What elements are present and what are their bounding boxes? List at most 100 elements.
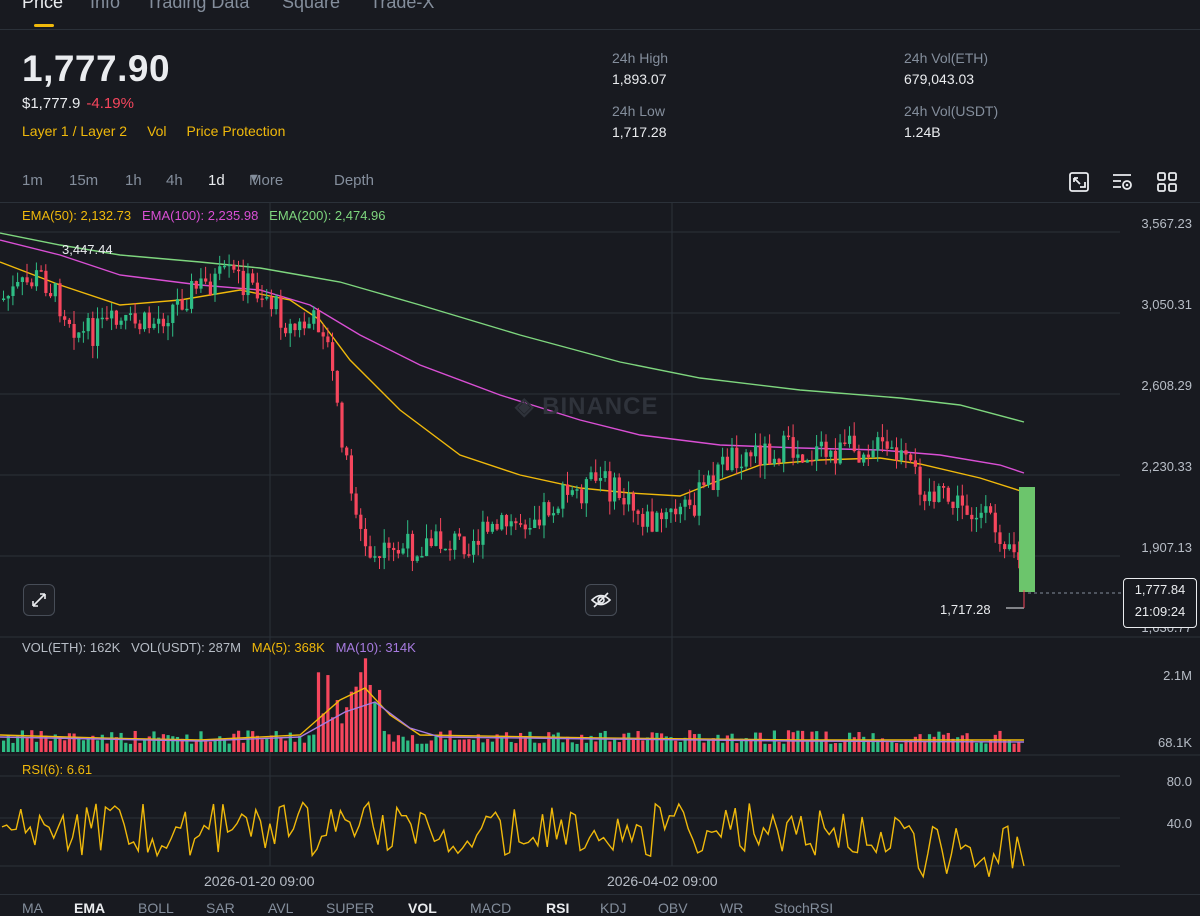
volume-bar: [354, 686, 358, 752]
chart-settings-icon[interactable]: [1067, 170, 1091, 194]
indicator-kdj[interactable]: KDJ: [600, 900, 627, 916]
volume-bar: [857, 732, 861, 752]
interval-1h[interactable]: 1h: [125, 172, 142, 189]
volume-bar: [293, 741, 297, 752]
volume-bar: [274, 731, 278, 752]
candle-body: [105, 317, 109, 320]
volume-bar: [923, 740, 927, 752]
candle-body: [335, 370, 339, 403]
interval-1d[interactable]: 1d: [208, 172, 225, 189]
candle-body: [768, 443, 772, 465]
volume-bar: [486, 738, 490, 752]
fullscreen-button[interactable]: [23, 584, 55, 616]
candle-body: [993, 512, 997, 533]
hide-indicators-button[interactable]: [585, 584, 617, 616]
candle-body: [396, 550, 400, 554]
candle-body: [509, 521, 513, 527]
indicator-vol[interactable]: VOL: [408, 900, 437, 916]
interval-1m[interactable]: 1m: [22, 172, 43, 189]
candle-body: [345, 447, 349, 456]
volume-bar: [702, 742, 706, 752]
candle-body: [749, 452, 753, 457]
volume-bar: [852, 737, 856, 752]
chart-top-divider: [0, 202, 1200, 203]
ema100-legend: EMA(100): 2,235.98: [141, 208, 259, 223]
indicator-stochrsi[interactable]: StochRSI: [774, 900, 834, 916]
layout-grid-icon[interactable]: [1155, 170, 1179, 194]
volume-bar: [401, 736, 405, 752]
candle-body: [890, 447, 894, 449]
volume-bar: [909, 739, 913, 752]
tag-price-protection[interactable]: Price Protection: [186, 123, 286, 139]
high-marker: 3,447.44: [62, 242, 113, 257]
candle-body: [645, 511, 650, 527]
volume-bar: [622, 733, 626, 752]
volume-bar: [763, 743, 767, 752]
volume-bar: [410, 735, 415, 752]
price-axis-label: 3,567.23: [1141, 216, 1192, 231]
volume-bar: [288, 732, 292, 752]
candle-body: [725, 456, 729, 471]
volume-bar: [448, 730, 452, 752]
candle-body: [265, 296, 269, 299]
candle-body: [110, 310, 114, 319]
vol-eth-value: 679,043.03: [904, 71, 975, 87]
indicator-super[interactable]: SUPER: [326, 900, 375, 916]
indicator-macd[interactable]: MACD: [470, 900, 512, 916]
volume-bar: [730, 733, 734, 752]
candle-body: [871, 450, 875, 458]
tab-info[interactable]: Info: [90, 0, 121, 12]
candle-body: [415, 556, 419, 561]
candle-body: [222, 265, 227, 268]
tab-trade-x[interactable]: Trade-X: [370, 0, 435, 12]
indicator-boll[interactable]: BOLL: [138, 900, 174, 916]
volume-bar: [551, 734, 556, 752]
volume-bar: [63, 740, 67, 752]
candle-body: [537, 519, 541, 526]
indicator-obv[interactable]: OBV: [658, 900, 688, 916]
indicator-icon[interactable]: [1111, 170, 1135, 194]
interval-4h[interactable]: 4h: [166, 172, 183, 189]
candle-body: [655, 512, 659, 532]
volume-bar: [396, 735, 400, 752]
candle-body: [951, 501, 955, 508]
indicator-sar[interactable]: SAR: [206, 900, 235, 916]
volume-bar: [34, 741, 39, 752]
indicator-ma[interactable]: MA: [22, 900, 43, 916]
indicator-wr[interactable]: WR: [720, 900, 744, 916]
volume-bar: [754, 732, 758, 752]
volume-bar: [490, 741, 494, 752]
volume-bar: [974, 742, 979, 752]
tag-vol[interactable]: Vol: [147, 123, 167, 139]
candle-body: [857, 451, 861, 463]
candle-body: [25, 277, 29, 283]
indicator-ema[interactable]: EMA: [74, 900, 106, 916]
volume-bar: [547, 732, 551, 752]
tag-layer[interactable]: Layer 1 / Layer 2: [22, 123, 128, 139]
volume-bar: [504, 732, 509, 752]
volume-bar: [453, 739, 457, 752]
volume-bar: [895, 743, 899, 752]
ma10-legend: MA(10): 314K: [335, 640, 416, 655]
candle-body: [251, 273, 255, 283]
candle-body: [824, 441, 828, 457]
interval-depth[interactable]: Depth: [334, 172, 375, 189]
volume-bar: [913, 736, 917, 752]
indicator-rsi[interactable]: RSI: [546, 900, 570, 916]
candle-body: [476, 540, 480, 545]
candle-body: [650, 511, 654, 532]
indicator-avl[interactable]: AVL: [268, 900, 294, 916]
volume-bar: [166, 735, 170, 752]
volume-bar: [434, 736, 438, 752]
candle-body: [937, 486, 941, 502]
candle-body: [171, 304, 175, 324]
interval-15m[interactable]: 15m: [69, 172, 99, 189]
candle-body: [307, 323, 311, 329]
tab-price[interactable]: Price: [22, 0, 64, 12]
tab-trading-data[interactable]: Trading Data: [146, 0, 250, 12]
chart-grid: [0, 202, 1200, 867]
candle-body: [260, 298, 264, 300]
candle-body: [1007, 544, 1011, 550]
tab-square[interactable]: Square: [282, 0, 341, 12]
